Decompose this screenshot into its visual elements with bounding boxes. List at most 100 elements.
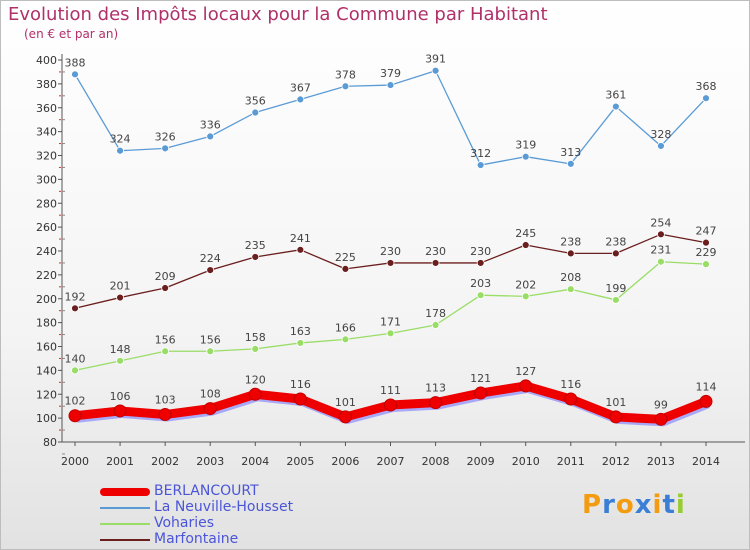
- x-tick-label: 2008: [422, 455, 450, 468]
- data-point: [657, 230, 665, 239]
- logo-letter: x: [634, 490, 653, 520]
- data-label: 247: [696, 225, 717, 238]
- data-point: [68, 409, 82, 423]
- data-point: [296, 245, 305, 254]
- data-label: 121: [470, 372, 491, 385]
- legend-label: Marfontaine: [154, 531, 239, 547]
- data-label: 328: [650, 128, 671, 141]
- y-tick-label: 160: [36, 341, 57, 354]
- data-label: 230: [380, 245, 401, 258]
- data-point: [386, 329, 395, 338]
- data-point: [566, 159, 575, 168]
- data-label: 241: [290, 232, 311, 245]
- logo-letter: t: [662, 490, 676, 520]
- data-point: [158, 408, 172, 422]
- data-point: [206, 347, 215, 356]
- y-tick-label: 100: [36, 412, 57, 425]
- data-label: 166: [335, 321, 356, 334]
- legend-label: La Neuville-Housset: [154, 499, 294, 515]
- data-point: [386, 81, 395, 89]
- data-point: [611, 296, 620, 304]
- data-label: 101: [335, 396, 356, 409]
- data-point: [338, 410, 352, 424]
- data-point: [611, 249, 620, 258]
- data-point: [566, 285, 575, 294]
- legend-swatch: [100, 539, 150, 541]
- data-label: 319: [515, 139, 536, 152]
- data-label: 106: [110, 390, 131, 403]
- data-label: 201: [110, 280, 131, 293]
- logo-letter: P: [582, 490, 603, 520]
- x-tick-label: 2013: [647, 455, 675, 468]
- data-point: [161, 284, 170, 292]
- data-point: [206, 132, 215, 141]
- legend-swatch: [100, 488, 150, 496]
- y-tick-label: 260: [36, 221, 57, 234]
- x-tick-label: 2005: [286, 455, 314, 468]
- data-point: [702, 238, 710, 247]
- data-label: 99: [654, 398, 668, 411]
- data-label: 116: [560, 378, 581, 391]
- y-tick-label: 120: [36, 388, 57, 401]
- data-point: [296, 95, 305, 104]
- data-label: 312: [470, 147, 491, 160]
- data-label: 230: [425, 245, 446, 258]
- data-point: [251, 108, 260, 117]
- data-label: 231: [650, 244, 671, 257]
- x-tick-label: 2010: [512, 455, 540, 468]
- x-tick-label: 2014: [692, 455, 720, 468]
- data-point: [251, 253, 260, 261]
- data-label: 171: [380, 315, 401, 328]
- data-label: 235: [245, 239, 266, 252]
- data-point: [474, 386, 488, 400]
- data-label: 192: [65, 290, 86, 303]
- data-label: 388: [65, 56, 86, 69]
- data-point: [384, 398, 397, 412]
- data-point: [699, 394, 713, 408]
- data-label: 313: [560, 146, 581, 159]
- x-tick-label: 2007: [377, 455, 405, 468]
- data-label: 103: [155, 394, 176, 407]
- data-label: 203: [470, 277, 491, 290]
- logo-letter: i: [652, 490, 663, 520]
- data-point: [519, 379, 533, 393]
- data-label: 163: [290, 325, 311, 338]
- data-label: 361: [605, 89, 626, 102]
- data-label: 245: [515, 227, 536, 240]
- logo-letter: i: [675, 490, 686, 520]
- legend-swatch: [100, 523, 150, 525]
- y-tick-label: 400: [36, 54, 57, 67]
- data-label: 102: [65, 395, 86, 408]
- data-label: 225: [335, 251, 356, 264]
- data-label: 113: [425, 382, 446, 395]
- data-label: 356: [245, 95, 266, 108]
- data-label: 229: [696, 246, 717, 259]
- x-tick-label: 2000: [61, 455, 89, 468]
- data-label: 111: [380, 384, 401, 397]
- x-tick-label: 2004: [241, 455, 269, 468]
- legend-label: Voharies: [154, 515, 215, 531]
- data-label: 230: [470, 245, 491, 258]
- data-label: 254: [650, 216, 671, 229]
- data-point: [71, 70, 79, 79]
- data-label: 367: [290, 81, 311, 94]
- data-label: 238: [560, 235, 581, 248]
- data-point: [116, 293, 124, 302]
- legend-swatch: [100, 507, 150, 509]
- data-label: 156: [155, 333, 176, 346]
- chart-subtitle: (en € et par an): [24, 27, 119, 41]
- y-tick-label: 140: [36, 364, 57, 377]
- logo-letter: o: [615, 490, 635, 520]
- data-point: [611, 102, 620, 111]
- x-tick-label: 2009: [467, 455, 495, 468]
- data-label: 202: [515, 278, 536, 291]
- data-point: [521, 241, 530, 249]
- data-point: [71, 304, 79, 313]
- data-label: 209: [155, 270, 176, 283]
- proxiti-logo: Proxiti: [582, 490, 686, 520]
- data-label: 116: [290, 378, 311, 391]
- data-label: 324: [110, 133, 131, 146]
- data-label: 368: [696, 80, 717, 93]
